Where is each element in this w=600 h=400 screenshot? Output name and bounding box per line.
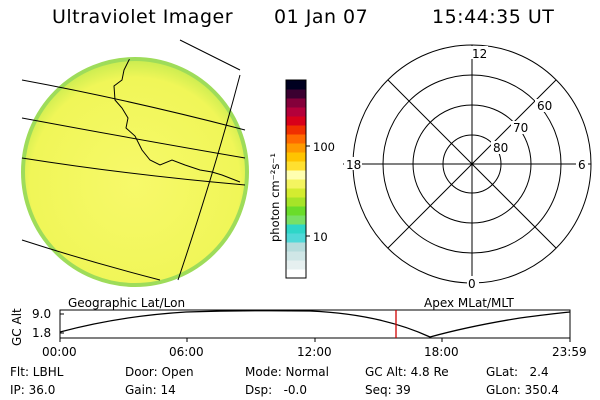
color-scale-band — [286, 98, 306, 108]
color-scale-band — [286, 107, 306, 117]
mlt-label-12: 12 — [472, 47, 487, 61]
color-tick-100: 100 — [313, 140, 335, 154]
altitude-timeline — [59, 309, 571, 342]
geographic-coords-label: Geographic Lat/Lon — [68, 296, 186, 310]
color-scale-band — [286, 116, 306, 126]
mlt-label-6: 6 — [578, 158, 586, 172]
apex-coords-label: Apex MLat/MLT — [424, 296, 514, 310]
mlat-label-60: 60 — [537, 99, 552, 113]
uv-earth-disk — [21, 57, 249, 287]
color-scale-band — [286, 269, 306, 279]
color-scale-unit-label: photon cm⁻²s⁻¹ — [268, 153, 282, 242]
color-scale-band — [286, 242, 306, 252]
color-scale-band — [286, 143, 306, 153]
color-tick-10: 10 — [313, 230, 328, 244]
observation-time: 15:44:35 UT — [432, 6, 555, 28]
gc-alt-axis-label: GC Alt — [10, 308, 24, 346]
color-scale-bar — [286, 80, 306, 279]
color-scale-band — [286, 233, 306, 243]
polar-grid-plot — [343, 44, 592, 284]
color-scale-band — [286, 89, 306, 99]
gain-status: Gain: 14 — [125, 383, 176, 397]
dsp-status: Dsp: -0.0 — [245, 383, 308, 397]
door-status: Door: Open — [125, 365, 194, 379]
gc-alt-status: GC Alt: 4.8 Re — [365, 365, 449, 379]
color-scale-band — [286, 197, 306, 207]
mlat-label-80: 80 — [493, 141, 508, 155]
altitude-curve — [59, 310, 571, 338]
color-scale-frame — [285, 79, 307, 279]
glon-status: GLon: 350.4 — [486, 383, 559, 397]
color-scale-band — [286, 80, 306, 90]
time-tick-1200: 12:00 — [297, 345, 332, 359]
color-scale-band — [286, 179, 306, 189]
color-scale-band — [286, 188, 306, 198]
color-scale-band — [286, 170, 306, 180]
observation-date: 01 Jan 07 — [274, 6, 369, 28]
time-tick-0600: 06:00 — [169, 345, 204, 359]
color-scale-band — [286, 260, 306, 270]
time-tick-2359: 23:59 — [552, 345, 587, 359]
color-scale-band — [286, 134, 306, 144]
timeline-frame — [59, 309, 571, 339]
coastline-overlay — [113, 59, 241, 183]
polar-labels: 12 18 6 0 60 70 80 — [344, 46, 588, 291]
color-scale-ticks — [306, 145, 310, 237]
ip-status: IP: 36.0 — [10, 383, 56, 397]
time-tick-0000: 00:00 — [42, 345, 77, 359]
color-scale-band — [286, 215, 306, 225]
gc-alt-tick-low: 1.8 — [32, 326, 52, 340]
color-scale-band — [286, 251, 306, 261]
glat-status: GLat: 2.4 — [486, 365, 549, 379]
color-scale-band — [286, 224, 306, 234]
filter-status: Flt: LBHL — [10, 365, 64, 379]
uv-image — [21, 39, 249, 287]
gc-alt-tick-high: 9.0 — [32, 307, 52, 321]
mlt-label-0: 0 — [468, 277, 476, 291]
lat-lon-grid — [21, 39, 246, 281]
timeline-ticks — [59, 313, 571, 342]
instrument-title: Ultraviolet Imager — [52, 6, 234, 28]
color-scale-band — [286, 161, 306, 171]
mlt-label-18: 18 — [346, 158, 361, 172]
time-tick-1800: 18:00 — [424, 345, 459, 359]
mlat-label-70: 70 — [513, 121, 528, 135]
color-scale-band — [286, 206, 306, 216]
color-scale-band — [286, 152, 306, 162]
color-scale-band — [286, 125, 306, 135]
seq-status: Seq: 39 — [365, 383, 411, 397]
mode-status: Mode: Normal — [245, 365, 329, 379]
